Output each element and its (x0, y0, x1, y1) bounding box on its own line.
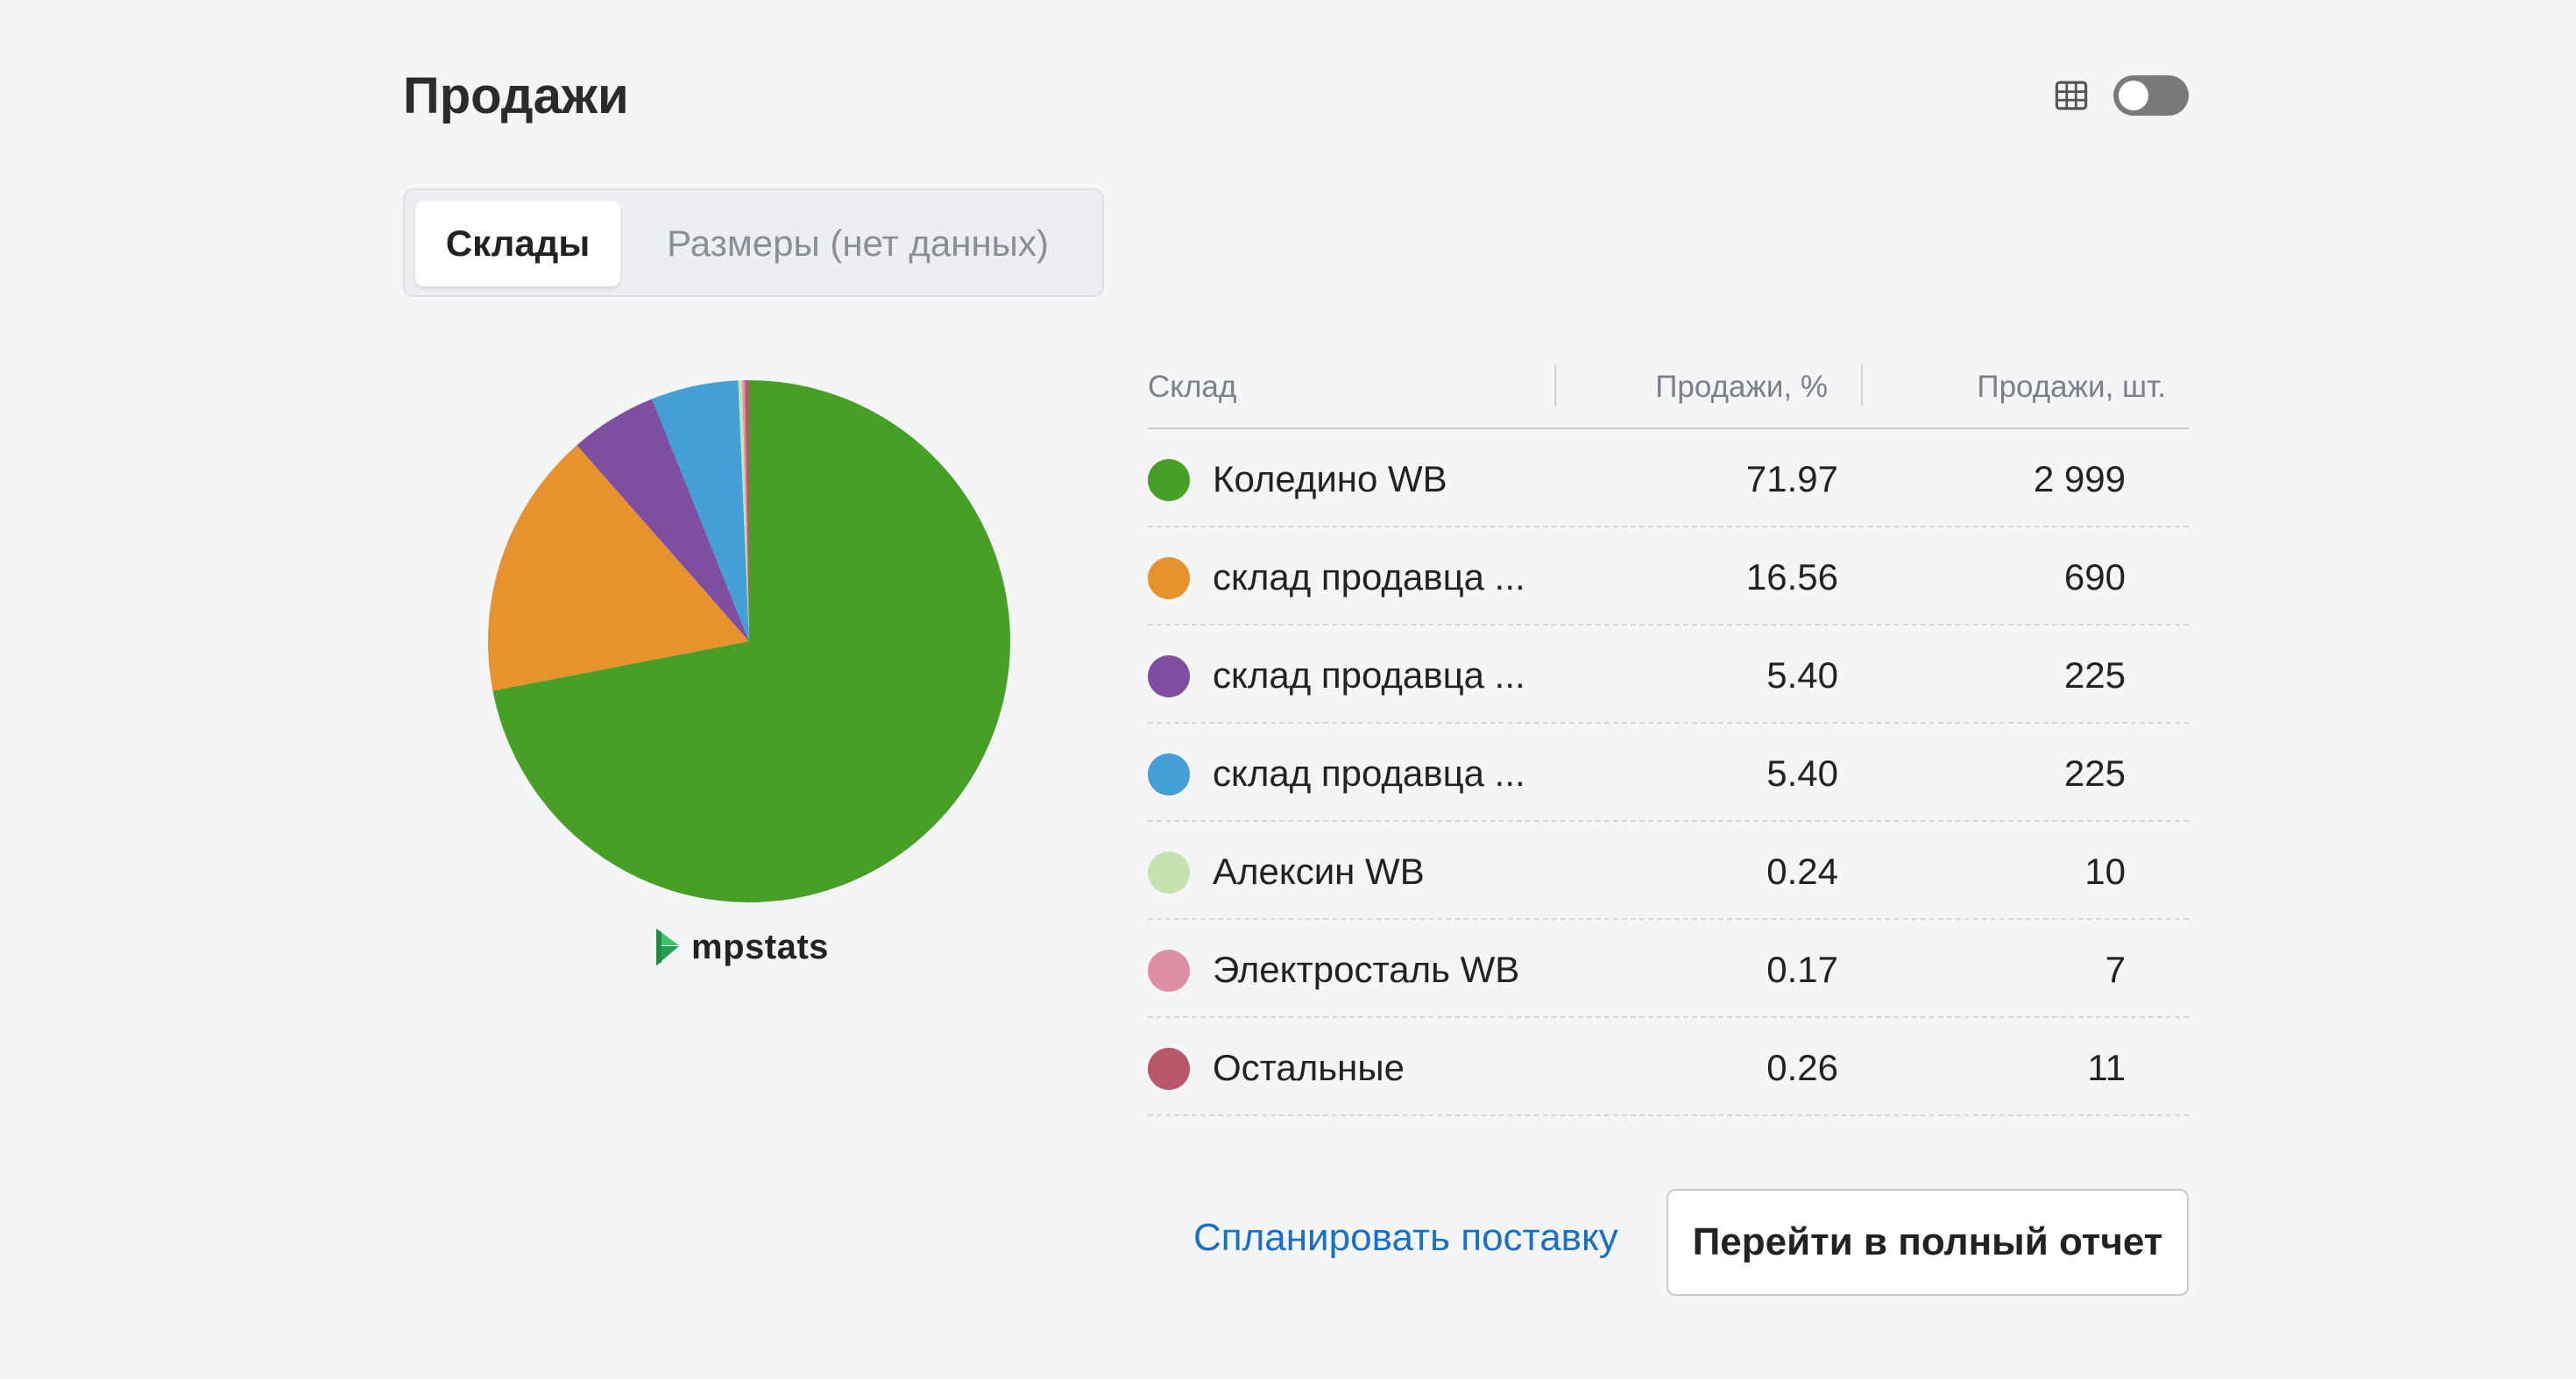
sales-quantity: 10 (2084, 851, 2126, 892)
sales-percent: 5.40 (1766, 753, 1838, 794)
sales-percent: 0.17 (1766, 949, 1838, 990)
series-color-dot (1148, 459, 1190, 501)
series-color-dot (1148, 950, 1190, 992)
warehouse-name: Алексин WB (1213, 851, 1425, 892)
pie-slice[interactable] (745, 380, 749, 641)
warehouse-name: Электросталь WB (1213, 949, 1520, 990)
warehouse-name: склад продавца ... (1213, 556, 1525, 598)
table-row[interactable]: Коледино WB 71.97 2 999 (1148, 429, 2189, 527)
table-row[interactable]: Электросталь WB 0.17 7 (1148, 920, 2189, 1018)
table-header: Склад Продажи, % Продажи, шт. (1148, 359, 2189, 429)
table-body: Коледино WB 71.97 2 999 склад продавца ... 1… (1148, 429, 2189, 1116)
toggle-knob (2119, 81, 2148, 110)
warehouse-name: склад продавца ... (1213, 753, 1525, 794)
column-header-warehouse[interactable]: Склад (1148, 370, 1237, 404)
tab-bar: Склады Размеры (нет данных) (403, 188, 1104, 297)
view-toggle[interactable] (2113, 75, 2189, 116)
sales-percent: 0.24 (1766, 851, 1838, 892)
brand-name: mpstats (691, 927, 829, 966)
series-color-dot (1148, 655, 1190, 697)
sales-quantity: 225 (2063, 753, 2126, 794)
series-color-dot (1148, 557, 1190, 599)
sales-percent: 71.97 (1745, 458, 1838, 499)
page-title: Продажи (403, 67, 629, 124)
sales-quantity: 11 (2087, 1047, 2126, 1088)
sales-percent: 5.40 (1766, 654, 1838, 696)
tab-sizes[interactable]: Размеры (нет данных) (667, 223, 1049, 264)
brand-logo: mpstats (653, 924, 829, 970)
table-row[interactable]: склад продавца ... 16.56 690 (1148, 527, 2189, 626)
warehouse-table: Склад Продажи, % Продажи, шт. Коледино W… (1148, 359, 2189, 1116)
column-divider (1554, 364, 1556, 407)
pie-slice[interactable] (577, 399, 749, 641)
pie-slice[interactable] (488, 445, 749, 691)
column-header-sales-qty[interactable]: Продажи, шт. (1977, 370, 2166, 404)
mpstats-logo-icon (656, 929, 679, 965)
warehouse-name: Коледино WB (1213, 458, 1447, 499)
table-row[interactable]: склад продавца ... 5.40 225 (1148, 724, 2189, 822)
series-color-dot (1148, 852, 1190, 894)
warehouse-name: склад продавца ... (1213, 654, 1525, 696)
pie-chart (488, 380, 1010, 902)
pie-slice[interactable] (652, 380, 749, 641)
sales-percent: 0.26 (1766, 1047, 1838, 1088)
column-header-sales-pct[interactable]: Продажи, % (1655, 370, 1828, 404)
table-row[interactable]: склад продавца ... 5.40 225 (1148, 626, 2189, 724)
table-grid-icon[interactable] (2053, 77, 2090, 114)
pie-slice[interactable] (741, 380, 749, 641)
series-color-dot (1148, 753, 1190, 796)
pie-slice[interactable] (492, 380, 1010, 902)
tab-warehouses[interactable]: Склады (415, 201, 620, 286)
sales-quantity: 225 (2063, 654, 2126, 696)
pie-slice[interactable] (738, 380, 749, 641)
plan-supply-link[interactable]: Спланировать поставку (1193, 1216, 1618, 1259)
sales-percent: 16.56 (1745, 556, 1838, 598)
series-color-dot (1148, 1048, 1190, 1090)
table-row[interactable]: Алексин WB 0.24 10 (1148, 822, 2189, 920)
sales-quantity: 7 (2105, 949, 2126, 990)
sales-quantity: 690 (2063, 556, 2126, 598)
column-divider (1861, 364, 1863, 407)
full-report-button[interactable]: Перейти в полный отчет (1667, 1189, 2189, 1296)
table-row[interactable]: Остальные 0.26 11 (1148, 1018, 2189, 1116)
warehouse-name: Остальные (1213, 1047, 1405, 1088)
sales-quantity: 2 999 (2033, 458, 2126, 499)
